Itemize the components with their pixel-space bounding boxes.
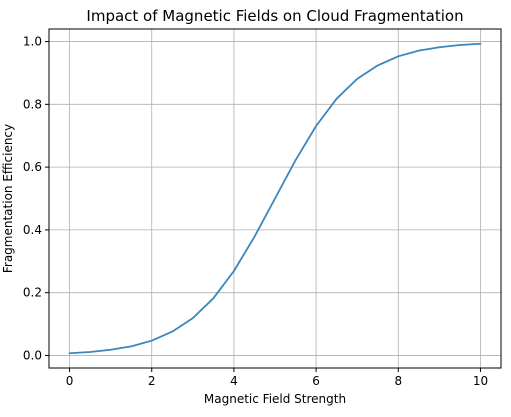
y-tick-label: 0.6 (23, 160, 42, 174)
y-tick-label: 0.8 (23, 97, 42, 111)
x-tick-label: 0 (66, 374, 74, 388)
y-tick-label: 0.2 (23, 286, 42, 300)
chart-title: Impact of Magnetic Fields on Cloud Fragm… (86, 7, 463, 25)
plot-area-frame (48, 28, 502, 369)
x-tick-label: 2 (148, 374, 156, 388)
y-axis-label: Fragmentation Efficiency (1, 124, 15, 273)
y-tick-label: 0.4 (23, 223, 42, 237)
grid-lines (49, 29, 501, 368)
x-tick-label: 10 (473, 374, 488, 388)
series-line (68, 42, 482, 355)
y-tick-label: 0.0 (23, 348, 42, 362)
y-tick-label: 1.0 (23, 35, 42, 49)
x-tick-label: 8 (394, 374, 402, 388)
x-axis-label: Magnetic Field Strength (204, 392, 346, 406)
x-tick-label: 6 (312, 374, 320, 388)
x-axis-ticks: 0 2 4 6 8 10 (66, 368, 488, 388)
x-tick-label: 4 (230, 374, 238, 388)
y-axis-ticks: 0.0 0.2 0.4 0.6 0.8 1.0 (23, 35, 49, 362)
series-layer (68, 42, 482, 355)
